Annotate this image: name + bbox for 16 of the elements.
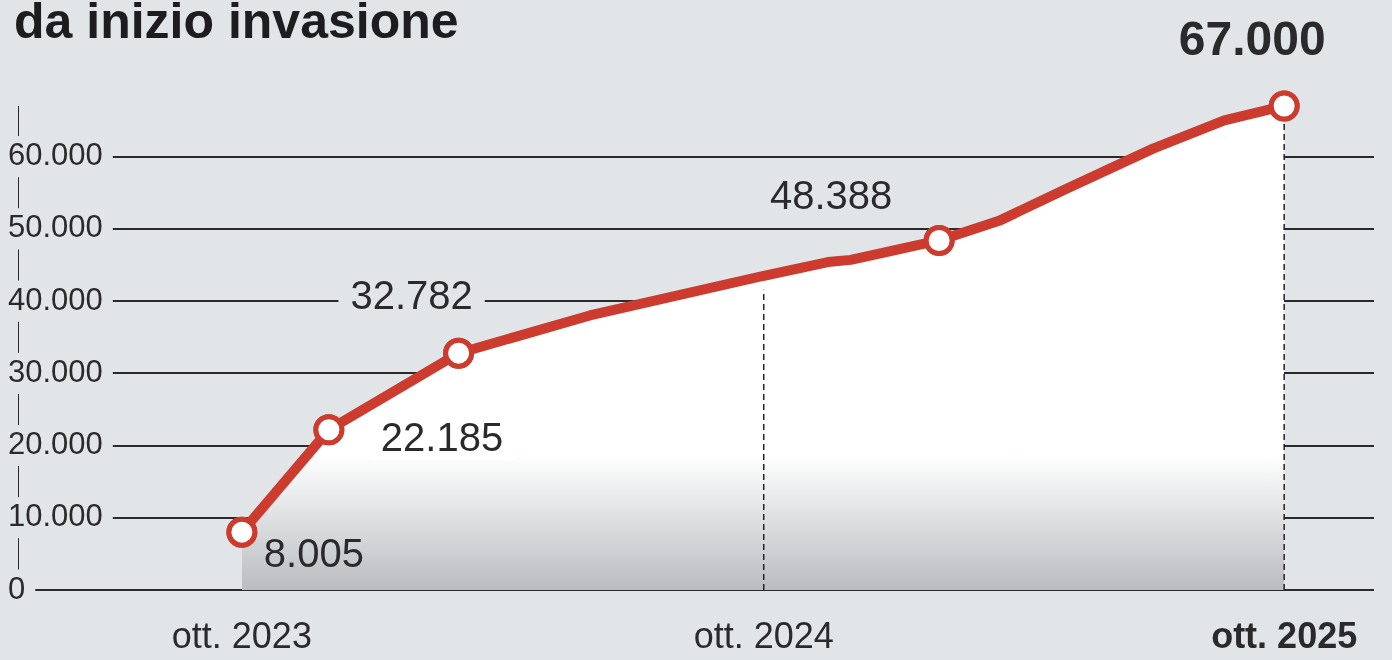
data-label: 48.388 (769, 173, 893, 218)
y-tick-label: 40.000 (8, 281, 103, 317)
data-label: 8.005 (263, 531, 364, 576)
data-label: 22.185 (380, 414, 504, 459)
data-label: 67.000 (1178, 12, 1326, 66)
chart-title: da inizio invasione (14, 0, 459, 50)
y-tick-label: 50.000 (8, 209, 103, 245)
y-tick-label: 10.000 (8, 498, 103, 534)
y-tick-label: 0 (8, 570, 26, 606)
x-tick-label: ott. 2024 (693, 614, 834, 656)
y-tick-label: 30.000 (8, 353, 103, 389)
data-label: 32.782 (350, 273, 473, 318)
y-tick-label: 20.000 (8, 426, 103, 462)
x-tick-label: ott. 2023 (171, 614, 312, 656)
y-tick-label: 60.000 (8, 137, 103, 173)
x-tick-label: ott. 2025 (1211, 614, 1358, 656)
